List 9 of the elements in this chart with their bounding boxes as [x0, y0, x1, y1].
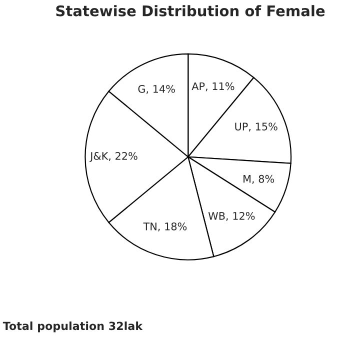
slice-label: G, 14%	[138, 84, 175, 94]
text: Total population 32lak	[2, 321, 143, 332]
slice-label: M, 8%	[244, 174, 274, 184]
slice-label: TN, 18%	[143, 222, 187, 232]
slice-label: UP, 15%	[235, 122, 278, 132]
slice-label: WB, 12%	[208, 212, 255, 221]
slice-label: J&K, 22%	[90, 152, 138, 162]
chart-title: Statewise Distribution of Female	[56, 5, 325, 16]
slice-label: AP, 11%	[192, 82, 234, 92]
